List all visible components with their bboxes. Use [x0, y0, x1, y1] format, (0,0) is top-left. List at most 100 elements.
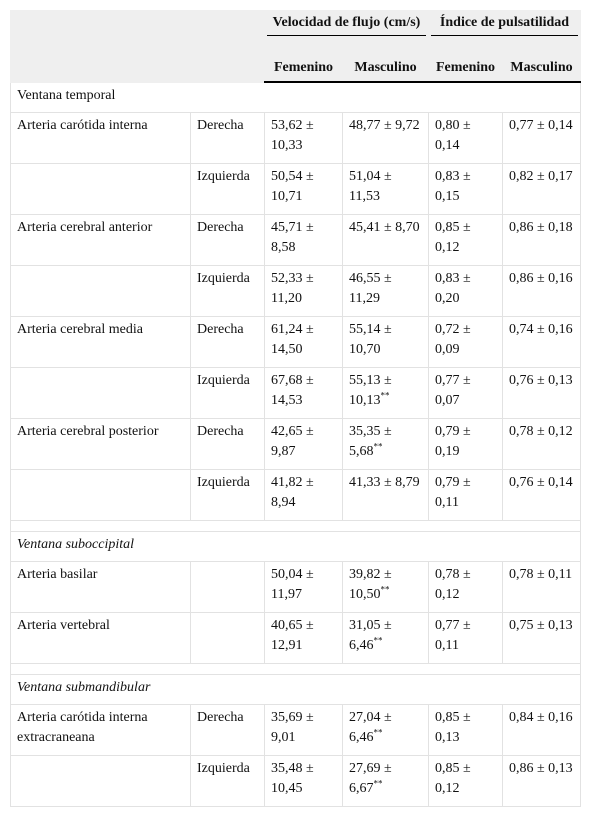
- value-cell: 0,76 ± 0,13: [502, 367, 581, 419]
- value-cell: 55,13 ± 10,13**: [342, 367, 429, 419]
- value-text: 31,05 ± 6,46: [349, 618, 392, 653]
- value-text: 0,86 ± 0,16: [509, 271, 573, 286]
- subheader: Femenino: [428, 54, 503, 83]
- header-row: Velocidad de flujo (cm/s) Índice de puls…: [10, 10, 581, 83]
- value-cell: 39,82 ± 10,50**: [342, 561, 429, 613]
- value-text: 0,75 ± 0,13: [509, 618, 573, 633]
- data-row: Izquierda 52,33 ± 11,20 46,55 ± 11,29 0,83 …: [10, 265, 581, 317]
- footnote-mark: **: [380, 390, 390, 401]
- value-cell: 0,79 ± 0,19: [428, 418, 503, 470]
- value-cell: 0,78 ± 0,12: [502, 418, 581, 470]
- value-cell: 52,33 ± 11,20: [264, 265, 343, 317]
- artery-cell: [10, 163, 191, 215]
- value-cell: 31,05 ± 6,46**: [342, 612, 429, 664]
- value-text: 55,13 ± 10,13: [349, 373, 392, 408]
- group-header: Índice de pulsatilidad: [428, 10, 581, 55]
- value-cell: 0,86 ± 0,16: [502, 265, 581, 317]
- table-header: Velocidad de flujo (cm/s) Índice de puls…: [10, 10, 581, 83]
- value-text: 61,24 ± 14,50: [271, 322, 314, 357]
- value-cell: 0,82 ± 0,17: [502, 163, 581, 215]
- value-cell: 41,33 ± 8,79: [342, 469, 429, 521]
- value-cell: 45,71 ± 8,58: [264, 214, 343, 266]
- footnote-mark: **: [373, 778, 383, 789]
- artery-cell: Arteria cerebral media: [10, 316, 191, 368]
- footnote-mark: **: [380, 584, 390, 595]
- data-row: Izquierda 35,48 ± 10,45 27,69 ± 6,67** 0,85…: [10, 755, 581, 807]
- value-cell: 0,74 ± 0,16: [502, 316, 581, 368]
- footnote-mark: **: [373, 727, 383, 738]
- artery-cell: Arteria carótida interna extracraneana: [10, 704, 191, 756]
- value-cell: 0,77 ± 0,14: [502, 112, 581, 164]
- artery-cell: [10, 469, 191, 521]
- data-row: Arteria carótida interna extracraneana De…: [10, 704, 581, 756]
- value-cell: 0,83 ± 0,15: [428, 163, 503, 215]
- value-text: 27,04 ± 6,46: [349, 710, 392, 745]
- value-cell: 46,55 ± 11,29: [342, 265, 429, 317]
- header-blank: [10, 10, 265, 83]
- value-cell: 0,85 ± 0,12: [428, 755, 503, 807]
- value-text: 0,85 ± 0,12: [435, 220, 471, 255]
- spacer-cell: [10, 520, 581, 532]
- value-cell: 0,86 ± 0,18: [502, 214, 581, 266]
- side-cell: Izquierda: [190, 469, 265, 521]
- value-cell: 40,65 ± 12,91: [264, 612, 343, 664]
- artery-cell: Arteria cerebral anterior: [10, 214, 191, 266]
- value-cell: 55,14 ± 10,70: [342, 316, 429, 368]
- value-cell: 51,04 ± 11,53: [342, 163, 429, 215]
- subheader-row: Femenino Masculino Femenino Masculino: [11, 54, 581, 83]
- spacer-row: [10, 520, 581, 532]
- side-cell: [190, 612, 265, 664]
- value-text: 27,69 ± 6,67: [349, 761, 392, 796]
- side-cell: Derecha: [190, 214, 265, 266]
- table-body: Ventana temporal Arteria carótida interna…: [10, 81, 581, 807]
- value-cell: 42,65 ± 9,87: [264, 418, 343, 470]
- section-title: Ventana suboccipital: [10, 531, 581, 562]
- subheader: Masculino: [342, 54, 429, 83]
- section-row: Ventana submandibular: [10, 674, 581, 705]
- artery-cell: [10, 367, 191, 419]
- value-cell: 0,85 ± 0,12: [428, 214, 503, 266]
- value-text: 0,77 ± 0,14: [509, 118, 573, 133]
- data-row: Izquierda 67,68 ± 14,53 55,13 ± 10,13** 0,7…: [10, 367, 581, 419]
- value-cell: 67,68 ± 14,53: [264, 367, 343, 419]
- artery-cell: Arteria vertebral: [10, 612, 191, 664]
- value-text: 0,72 ± 0,09: [435, 322, 471, 357]
- value-cell: 0,83 ± 0,20: [428, 265, 503, 317]
- value-text: 48,77 ± 9,72: [349, 118, 420, 133]
- value-cell: 0,77 ± 0,07: [428, 367, 503, 419]
- value-cell: 0,78 ± 0,12: [428, 561, 503, 613]
- value-text: 42,65 ± 9,87: [271, 424, 314, 459]
- value-text: 0,83 ± 0,20: [435, 271, 471, 306]
- artery-cell: Arteria cerebral posterior: [10, 418, 191, 470]
- section-title: Ventana submandibular: [10, 674, 581, 705]
- value-cell: 35,69 ± 9,01: [264, 704, 343, 756]
- value-text: 50,04 ± 11,97: [271, 567, 314, 602]
- value-cell: 0,85 ± 0,13: [428, 704, 503, 756]
- value-text: 52,33 ± 11,20: [271, 271, 314, 306]
- value-text: 39,82 ± 10,50: [349, 567, 392, 602]
- data-row: Izquierda 41,82 ± 8,94 41,33 ± 8,79 0,79 ± …: [10, 469, 581, 521]
- section-title: Ventana temporal: [10, 81, 581, 113]
- value-text: 0,78 ± 0,12: [435, 567, 471, 602]
- value-text: 0,79 ± 0,11: [435, 475, 471, 510]
- value-text: 0,80 ± 0,14: [435, 118, 471, 153]
- value-cell: 0,86 ± 0,13: [502, 755, 581, 807]
- side-cell: Izquierda: [190, 755, 265, 807]
- value-text: 0,76 ± 0,13: [509, 373, 573, 388]
- value-text: 46,55 ± 11,29: [349, 271, 392, 306]
- value-text: 55,14 ± 10,70: [349, 322, 392, 357]
- data-row: Arteria vertebral 40,65 ± 12,91 31,05 ± 6,…: [10, 612, 581, 664]
- value-text: 41,82 ± 8,94: [271, 475, 314, 510]
- value-text: 0,85 ± 0,12: [435, 761, 471, 796]
- value-cell: 50,04 ± 11,97: [264, 561, 343, 613]
- value-text: 45,41 ± 8,70: [349, 220, 420, 235]
- subheader: Femenino: [264, 54, 343, 83]
- artery-cell: Arteria basilar: [10, 561, 191, 613]
- value-text: 0,79 ± 0,19: [435, 424, 471, 459]
- value-text: 35,48 ± 10,45: [271, 761, 314, 796]
- value-text: 45,71 ± 8,58: [271, 220, 314, 255]
- spacer-row: [10, 663, 581, 675]
- value-cell: 61,24 ± 14,50: [264, 316, 343, 368]
- value-text: 51,04 ± 11,53: [349, 169, 392, 204]
- data-row: Arteria cerebral media Derecha 61,24 ± 14,…: [10, 316, 581, 368]
